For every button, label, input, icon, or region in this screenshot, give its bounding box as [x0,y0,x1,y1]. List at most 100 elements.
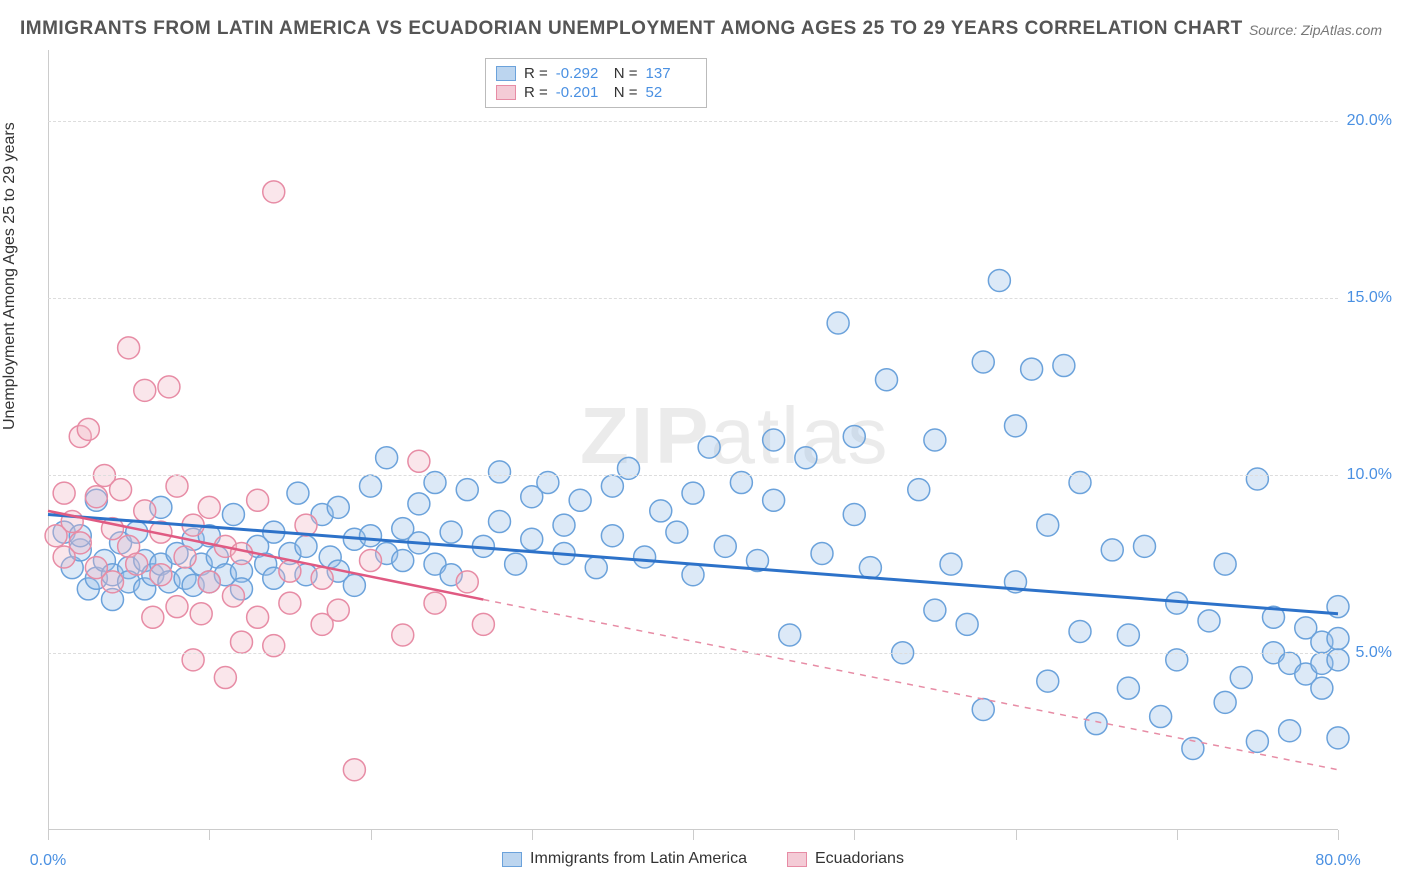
n-label: N = [614,84,638,101]
scatter-point [682,564,704,586]
legend-label-series2: Ecuadorians [815,850,904,868]
n-value-series2: 52 [646,84,696,101]
scatter-point [876,369,898,391]
scatter-point [553,514,575,536]
legend-item-series2: Ecuadorians [787,850,904,868]
xtick [1016,830,1017,840]
scatter-point [77,418,99,440]
scatter-point [1246,468,1268,490]
gridline-horizontal [48,121,1338,122]
swatch-series2 [496,85,516,100]
scatter-point [795,447,817,469]
scatter-point [327,496,349,518]
scatter-point [843,425,865,447]
scatter-point [1134,535,1156,557]
scatter-point [85,486,107,508]
scatter-point [1214,691,1236,713]
scatter-point [360,525,382,547]
swatch-series1-legend [502,852,522,867]
ytick-label: 5.0% [1356,644,1392,662]
scatter-point [827,312,849,334]
scatter-point [456,479,478,501]
scatter-point [1085,713,1107,735]
xtick [1338,830,1339,840]
scatter-point [1069,620,1091,642]
scatter-point [1117,624,1139,646]
scatter-point [327,599,349,621]
scatter-point [811,542,833,564]
scatter-point [440,521,462,543]
scatter-point [408,450,430,472]
scatter-point [924,429,946,451]
scatter-point [505,553,527,575]
scatter-point [1101,539,1123,561]
scatter-point [569,489,591,511]
scatter-point [222,503,244,525]
scatter-point [279,560,301,582]
stats-row-series1: R = -0.292 N = 137 [496,64,696,83]
scatter-point [1198,610,1220,632]
scatter-point [295,535,317,557]
scatter-point [198,571,220,593]
scatter-point [456,571,478,593]
scatter-point [843,503,865,525]
scatter-point [521,528,543,550]
scatter-point [1150,706,1172,728]
scatter-point [972,351,994,373]
scatter-point [343,759,365,781]
scatter-point [924,599,946,621]
gridline-horizontal [48,298,1338,299]
scatter-point [940,553,962,575]
scatter-point [859,557,881,579]
xtick [693,830,694,840]
scatter-point [908,479,930,501]
scatter-point [1327,727,1349,749]
scatter-point [102,571,124,593]
scatter-point [166,596,188,618]
source-attribution: Source: ZipAtlas.com [1249,22,1382,38]
scatter-point [69,532,91,554]
scatter-point [682,482,704,504]
scatter-point [666,521,688,543]
scatter-point [601,525,623,547]
scatter-point [198,496,220,518]
stats-row-series2: R = -0.201 N = 52 [496,83,696,102]
scatter-point [214,667,236,689]
scatter-point [763,429,785,451]
xtick-label: 0.0% [30,852,66,870]
scatter-point [134,500,156,522]
scatter-point [150,564,172,586]
scatter-point [1327,628,1349,650]
r-label: R = [524,84,548,101]
correlation-stats-box: R = -0.292 N = 137 R = -0.201 N = 52 [485,58,707,108]
legend-label-series1: Immigrants from Latin America [530,850,747,868]
scatter-point [763,489,785,511]
scatter-point [158,376,180,398]
y-axis-label: Unemployment Among Ages 25 to 29 years [1,122,19,430]
scatter-point [376,447,398,469]
scatter-point [360,475,382,497]
scatter-point [1311,677,1333,699]
scatter-point [126,553,148,575]
scatter-point [1117,677,1139,699]
ytick-label: 10.0% [1347,466,1392,484]
scatter-point [1005,415,1027,437]
swatch-series1 [496,66,516,81]
legend-item-series1: Immigrants from Latin America [502,850,747,868]
xtick [1177,830,1178,840]
scatter-point [287,482,309,504]
scatter-point [1279,720,1301,742]
scatter-point [142,606,164,628]
ytick-label: 15.0% [1347,289,1392,307]
n-label: N = [614,65,638,82]
scatter-point [1037,514,1059,536]
scatter-point [110,479,132,501]
scatter-point [650,500,672,522]
scatter-point [489,511,511,533]
scatter-point [392,624,414,646]
scatter-point [489,461,511,483]
ytick-label: 20.0% [1347,112,1392,130]
scatter-point [408,493,430,515]
scatter-point [1230,667,1252,689]
scatter-point [1214,553,1236,575]
